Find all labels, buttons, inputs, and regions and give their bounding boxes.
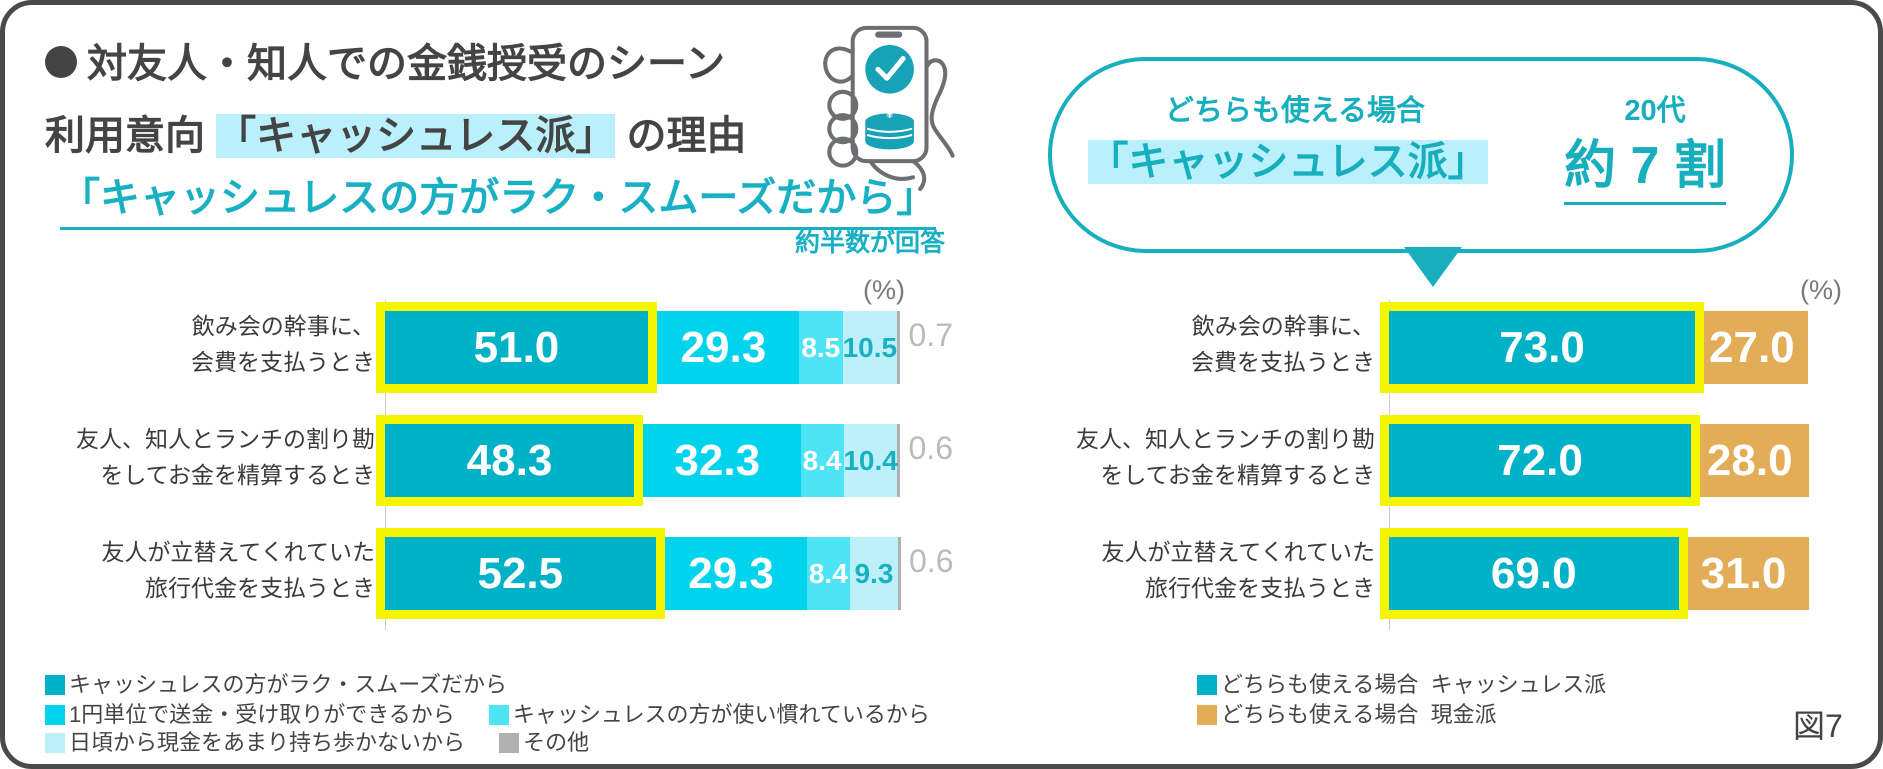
svg-text:¥: ¥ [886,107,893,121]
